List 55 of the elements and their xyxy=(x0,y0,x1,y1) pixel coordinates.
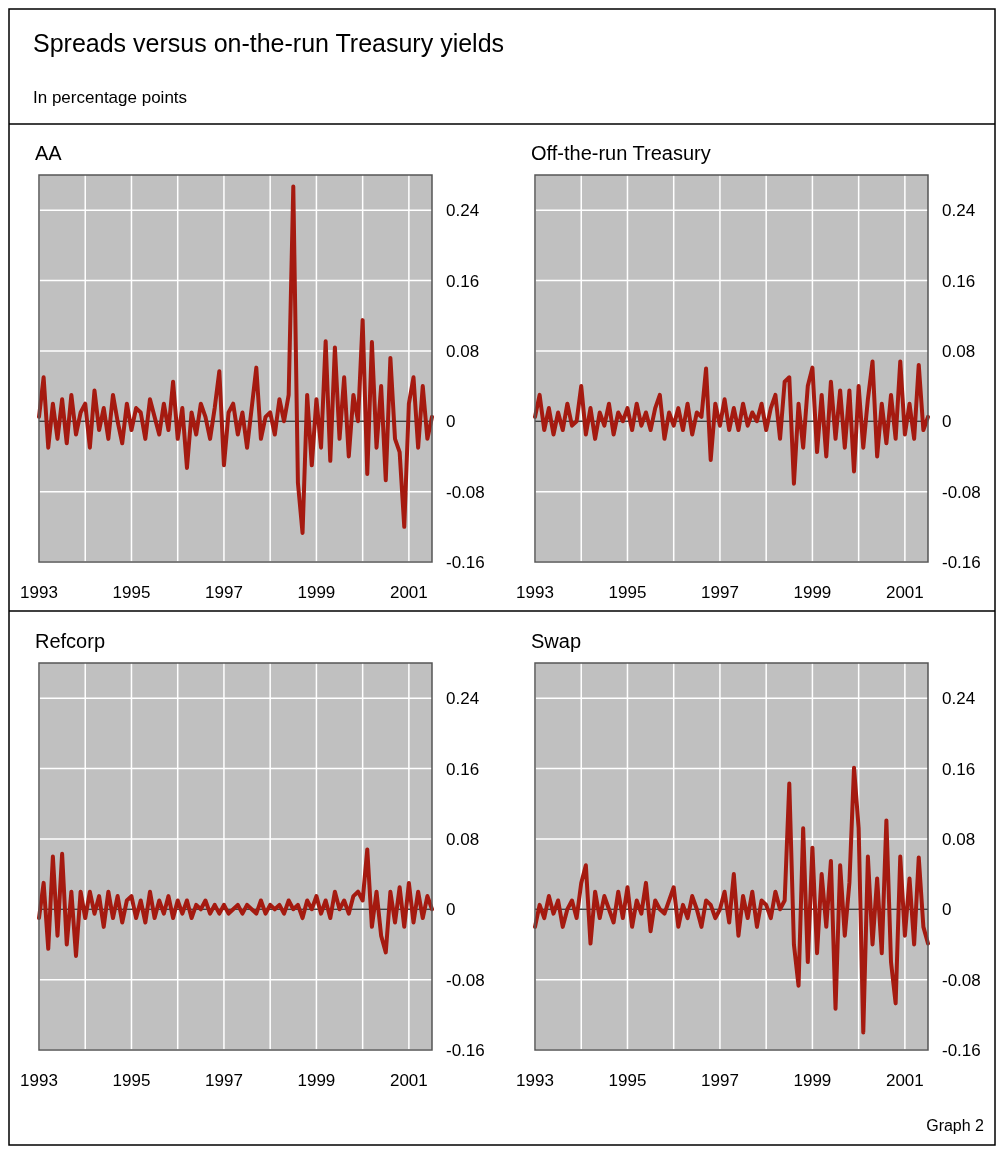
y-tick-label: -0.08 xyxy=(446,482,485,502)
y-tick-label: 0 xyxy=(446,412,456,432)
x-tick-label: 1993 xyxy=(516,583,554,602)
x-tick-label: 2001 xyxy=(389,583,428,602)
x-tick-label: 1999 xyxy=(793,583,832,602)
y-tick-label: 0.08 xyxy=(942,829,976,849)
x-tick-label: 1999 xyxy=(297,1071,336,1090)
y-tick-label: 0.24 xyxy=(446,689,480,709)
y-tick-label: -0.16 xyxy=(942,553,981,572)
y-tick-label: -0.08 xyxy=(942,970,981,990)
x-tick-label: 1995 xyxy=(112,1071,151,1090)
line-series xyxy=(533,359,930,486)
x-tick-label: 1997 xyxy=(205,583,243,602)
chart-title: Swap xyxy=(531,630,582,652)
x-tick-label: 1997 xyxy=(205,1071,243,1090)
line-series xyxy=(37,184,434,535)
y-tick-label: 0.16 xyxy=(942,759,976,779)
chart-title: Refcorp xyxy=(35,630,106,652)
y-tick-label: 0 xyxy=(942,900,952,920)
line-series xyxy=(37,847,434,958)
text: Spreads versus on-the-run Treasury yields xyxy=(33,29,505,57)
y-tick-label: -0.16 xyxy=(942,1041,981,1060)
x-tick-label: 1995 xyxy=(608,583,647,602)
x-tick-label: 1997 xyxy=(701,583,739,602)
y-tick-label: 0.08 xyxy=(446,829,480,849)
x-tick-label: 2001 xyxy=(885,1071,924,1090)
y-tick-label: 0.08 xyxy=(942,341,976,361)
y-tick-label: 0.16 xyxy=(446,271,480,291)
line-series xyxy=(533,765,930,1035)
x-tick-label: 1993 xyxy=(20,1071,58,1090)
y-tick-label: 0.08 xyxy=(446,341,480,361)
x-tick-label: 1993 xyxy=(516,1071,554,1090)
caption: Graph 2 xyxy=(926,1117,985,1134)
text: In percentage points xyxy=(33,88,188,107)
x-tick-label: 2001 xyxy=(389,1071,428,1090)
x-tick-label: 1995 xyxy=(608,1071,647,1090)
chart-title: Off-the-run Treasury xyxy=(531,142,711,164)
x-tick-label: 2001 xyxy=(885,583,924,602)
y-tick-label: 0.16 xyxy=(446,759,480,779)
y-tick-label: -0.16 xyxy=(446,553,485,572)
y-tick-label: 0 xyxy=(942,412,952,432)
y-tick-label: -0.08 xyxy=(446,970,485,990)
x-tick-label: 1999 xyxy=(793,1071,832,1090)
y-tick-label: -0.08 xyxy=(942,482,981,502)
x-tick-label: 1995 xyxy=(112,583,151,602)
y-tick-label: 0.24 xyxy=(942,689,976,709)
x-tick-label: 1997 xyxy=(701,1071,739,1090)
x-tick-label: 1999 xyxy=(297,583,336,602)
y-tick-label: 0.16 xyxy=(942,271,976,291)
chart-title: AA xyxy=(35,142,63,164)
y-tick-label: 0.24 xyxy=(942,201,976,221)
y-tick-label: -0.16 xyxy=(446,1041,485,1060)
y-tick-label: 0.24 xyxy=(446,201,480,221)
x-tick-label: 1993 xyxy=(20,583,58,602)
y-tick-label: 0 xyxy=(446,900,456,920)
